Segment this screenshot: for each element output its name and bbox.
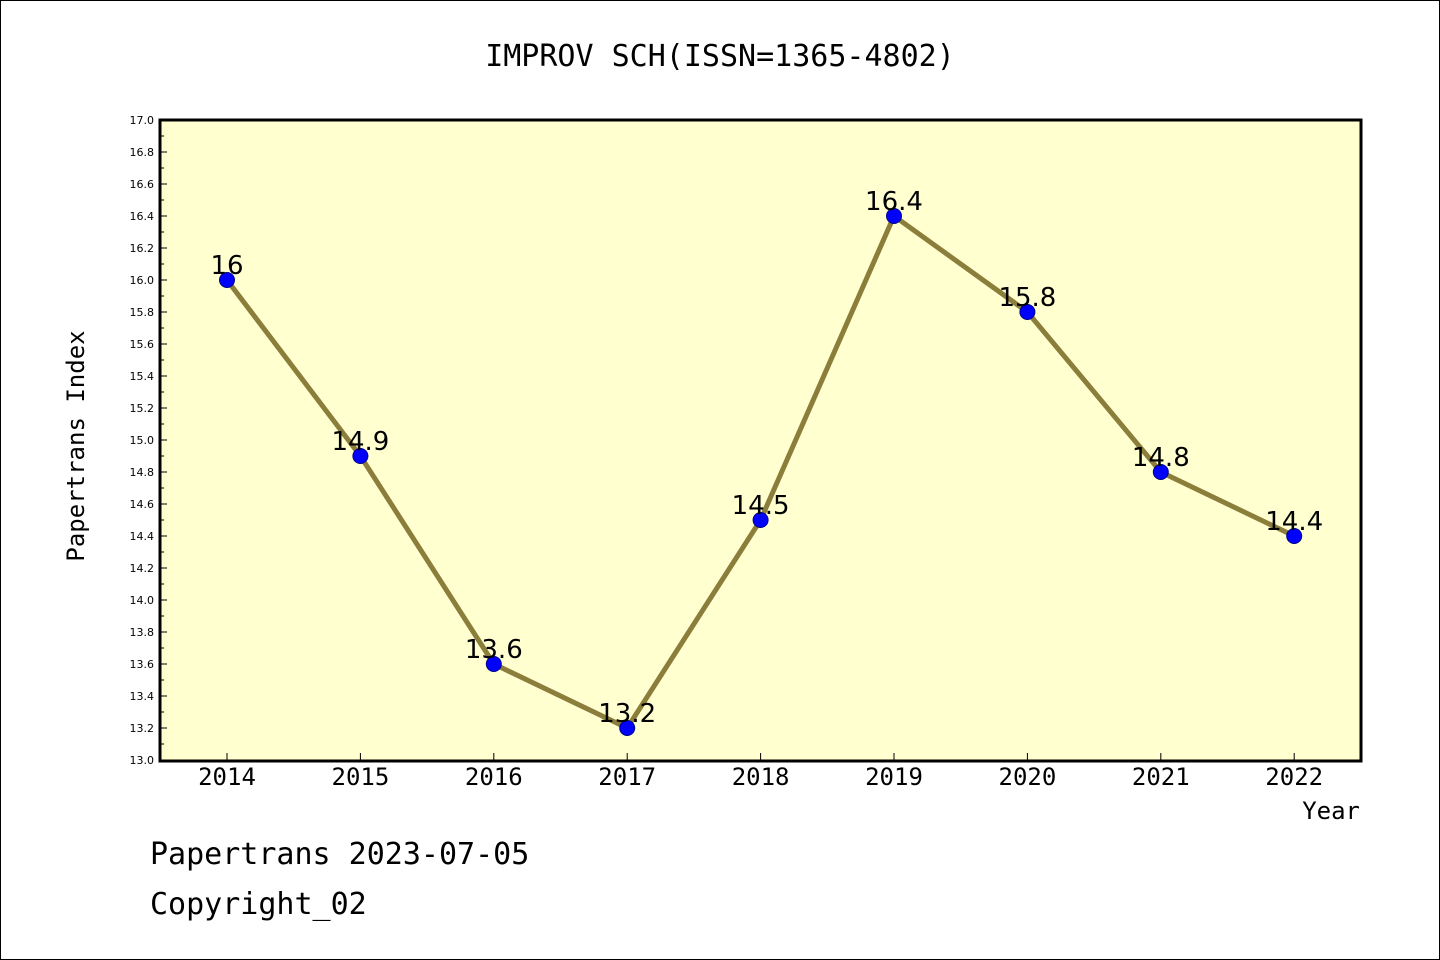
y-tick-label: 15.4: [130, 370, 155, 383]
x-tick-label: 2020: [999, 763, 1057, 791]
y-tick-label: 13.8: [130, 626, 155, 639]
data-point: [886, 208, 902, 224]
y-axis: 13.0 13.2 13.4 13.6 13.8 14.0 14.2 14.4 14.6 14.8…: [130, 114, 167, 767]
data-label: 13.6: [465, 635, 523, 665]
y-tick-label: 14.4: [130, 530, 155, 543]
y-tick-label: 14.6: [130, 498, 155, 511]
x-tick-label: 2021: [1132, 763, 1190, 791]
data-point: [352, 448, 369, 464]
y-tick-label: 16.0: [130, 274, 155, 287]
x-tick-label: 2022: [1265, 763, 1323, 791]
y-tick-label: 13.0: [130, 754, 155, 767]
y-tick-label: 15.6: [130, 338, 155, 351]
y-tick-label: 14.2: [130, 562, 155, 575]
y-tick-label: 13.2: [130, 722, 155, 735]
y-tick-label: 16.2: [130, 242, 155, 255]
data-point: [219, 272, 235, 288]
x-axis: 2014 2015 2016 2017 2018 2019 2020 2021 2022: [198, 753, 1323, 791]
footer-date: Papertrans 2023-07-05: [150, 837, 529, 872]
footer-copyright: Copyright_02: [150, 887, 367, 922]
y-tick-label: 14.0: [130, 594, 155, 607]
data-label: 13.2: [598, 699, 656, 729]
x-tick-label: 2015: [332, 763, 390, 791]
x-tick-label: 2014: [198, 763, 256, 791]
data-label: 16.4: [865, 187, 923, 217]
x-axis-title: Year: [1302, 797, 1360, 825]
data-label: 14.4: [1265, 507, 1323, 537]
plot-area: [158, 118, 1363, 763]
data-point: [619, 720, 636, 736]
data-point: [485, 656, 502, 672]
y-tick-label: 13.6: [130, 658, 155, 671]
y-tick-label: 13.4: [130, 690, 155, 703]
data-label: 14.8: [1132, 443, 1190, 473]
data-labels: 16 14.9 13.6 13.2 14.5 16.4 15.8 14.8 14.4: [210, 187, 1323, 729]
y-tick-label: 14.8: [130, 466, 155, 479]
data-label: 14.9: [331, 427, 389, 457]
data-point: [1019, 304, 1036, 320]
x-tick-label: 2016: [465, 763, 523, 791]
data-label: 15.8: [998, 283, 1056, 313]
y-tick-label: 16.4: [130, 210, 155, 223]
y-tick-label: 17.0: [130, 114, 155, 127]
data-label: 14.5: [732, 491, 790, 521]
x-tick-label: 2018: [732, 763, 790, 791]
y-tick-label: 15.8: [130, 306, 155, 319]
x-tick-label: 2019: [865, 763, 923, 791]
y-tick-label: 15.0: [130, 434, 155, 447]
data-point: [1286, 528, 1303, 544]
data-label: 16: [210, 251, 243, 281]
data-markers: [219, 208, 1303, 736]
y-tick-label: 15.2: [130, 402, 155, 415]
y-tick-label: 16.8: [130, 146, 155, 159]
data-point: [1152, 464, 1169, 480]
x-tick-label: 2017: [598, 763, 656, 791]
y-tick-label: 16.6: [130, 178, 155, 191]
data-point: [752, 512, 769, 528]
y-axis-title: Papertrans Index: [62, 330, 90, 561]
chart-title: IMPROV SCH(ISSN=1365-4802): [485, 39, 955, 74]
